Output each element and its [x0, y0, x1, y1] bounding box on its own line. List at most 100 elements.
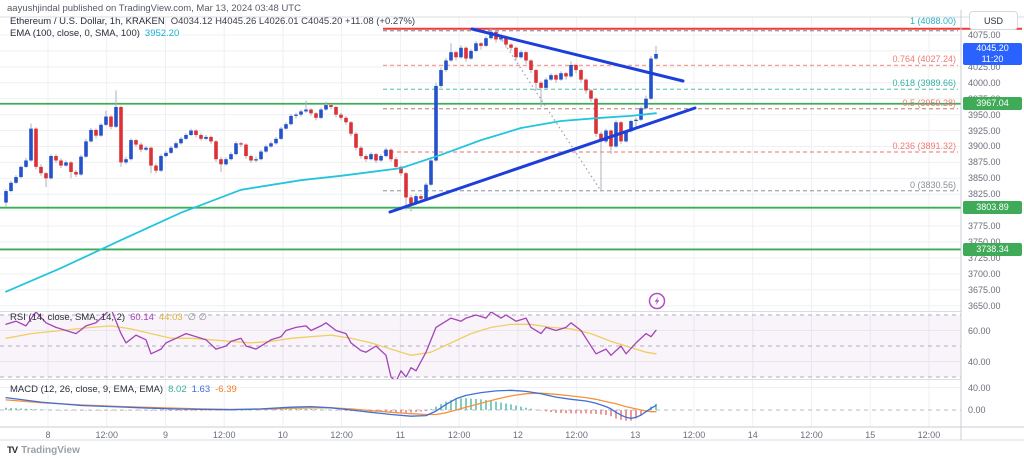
macd-histogram: [5, 398, 657, 421]
candle: [234, 143, 238, 155]
ascending-trendline: [388, 106, 697, 214]
candle: [124, 159, 128, 163]
rsi-value: 60.14: [130, 312, 154, 323]
candle: [514, 47, 518, 58]
candle: [404, 173, 408, 198]
last-price-value: 4045.20: [976, 42, 1009, 53]
candle: [159, 156, 163, 171]
currency-button[interactable]: USD: [969, 11, 1018, 30]
candle: [304, 109, 308, 112]
price-tick-label: 3700.00: [968, 268, 1001, 279]
candle: [569, 64, 573, 77]
candle: [84, 141, 88, 157]
candle: [199, 135, 203, 139]
candle: [434, 85, 438, 161]
candle: [14, 177, 18, 183]
candle: [534, 70, 538, 83]
candle: [454, 52, 458, 58]
price-tick-label: 4025.00: [968, 61, 1001, 72]
macd-hist-value: 8.02: [168, 384, 187, 395]
candle: [389, 149, 393, 160]
candle: [294, 114, 298, 116]
time-tick-label: 12:00: [212, 430, 236, 440]
candle: [439, 70, 443, 86]
candle: [554, 75, 558, 80]
candle: [59, 160, 63, 166]
macd-label[interactable]: MACD (12, 26, close, 9, EMA, EMA): [10, 384, 164, 395]
candle: [574, 64, 578, 71]
symbol-title[interactable]: Ethereum / U.S. Dollar, 1h, KRAKEN: [10, 16, 165, 27]
candle: [634, 119, 638, 121]
candle: [479, 43, 483, 46]
time-tick-label: 12:00: [95, 430, 118, 440]
candle: [39, 166, 43, 174]
time-tick-label: 12:00: [800, 430, 823, 440]
time-tick-label: 12:00: [447, 430, 471, 440]
candle: [334, 106, 338, 115]
rsi-tick-label: 40.00: [968, 356, 991, 367]
price-tick-label: 3875.00: [968, 157, 1001, 168]
candle: [339, 114, 343, 118]
candle: [114, 106, 118, 127]
candle: [119, 106, 123, 163]
candle: [134, 140, 138, 145]
price-tick-label: 3950.00: [968, 109, 1001, 120]
rsi-label[interactable]: RSI (14, close, SMA, 14, 2): [10, 312, 126, 323]
candle: [214, 141, 218, 160]
candle: [29, 128, 33, 161]
candle: [499, 36, 503, 40]
candle: [184, 135, 188, 139]
candle: [309, 109, 313, 114]
candle: [469, 50, 473, 59]
candle: [644, 98, 648, 109]
candle: [239, 143, 243, 145]
macd-signal-value: -6.39: [215, 384, 237, 395]
candle: [149, 147, 153, 166]
candle: [64, 162, 68, 166]
candle: [204, 136, 208, 139]
time-tick-label: 14: [747, 430, 758, 440]
candle: [169, 147, 173, 153]
candle: [284, 124, 288, 129]
rsi-extra-values: ∅ ∅: [187, 312, 207, 323]
candle: [44, 173, 48, 179]
price-tick-label: 3725.00: [968, 252, 1001, 263]
candle: [604, 130, 608, 142]
price-tick-label: 3675.00: [968, 284, 1001, 295]
candle: [209, 136, 213, 142]
candle: [584, 79, 588, 91]
macd-value: 1.63: [191, 384, 211, 395]
candle: [354, 133, 358, 148]
macd-legend: MACD (12, 26, close, 9, EMA, EMA) 8.02 1.6…: [10, 384, 237, 395]
candle: [359, 147, 363, 157]
candle: [449, 52, 453, 61]
candle: [599, 133, 603, 142]
candle: [484, 38, 488, 46]
ema-label[interactable]: EMA (100, close, 0, SMA, 100): [10, 28, 140, 39]
candle: [264, 146, 268, 152]
candle: [79, 156, 83, 175]
candle: [394, 159, 398, 167]
level-price-badge: 3967.04: [963, 97, 1022, 111]
last-price-badge: 4045.20 11:20: [963, 42, 1022, 65]
candle: [329, 105, 333, 107]
candle: [589, 90, 593, 99]
candle: [594, 98, 598, 134]
symbol-legend: Ethereum / U.S. Dollar, 1h, KRAKEN O4034.…: [10, 16, 415, 27]
publish-info: aayushjindal published on TradingView.co…: [7, 3, 301, 14]
candle: [324, 105, 328, 110]
candle: [624, 131, 628, 142]
candle: [464, 47, 468, 59]
candle: [409, 197, 413, 204]
candle: [139, 144, 143, 150]
candle: [244, 144, 248, 157]
tradingview-logo[interactable]: TV TradingView: [7, 445, 80, 456]
fib-level-label: 0.5 (3959.28): [902, 97, 956, 108]
candle: [49, 156, 53, 179]
candle: [109, 116, 113, 127]
price-tick-label: 3925.00: [968, 125, 1001, 136]
flash-circle-icon[interactable]: [646, 290, 668, 312]
candle: [649, 58, 653, 99]
candle: [34, 128, 38, 167]
